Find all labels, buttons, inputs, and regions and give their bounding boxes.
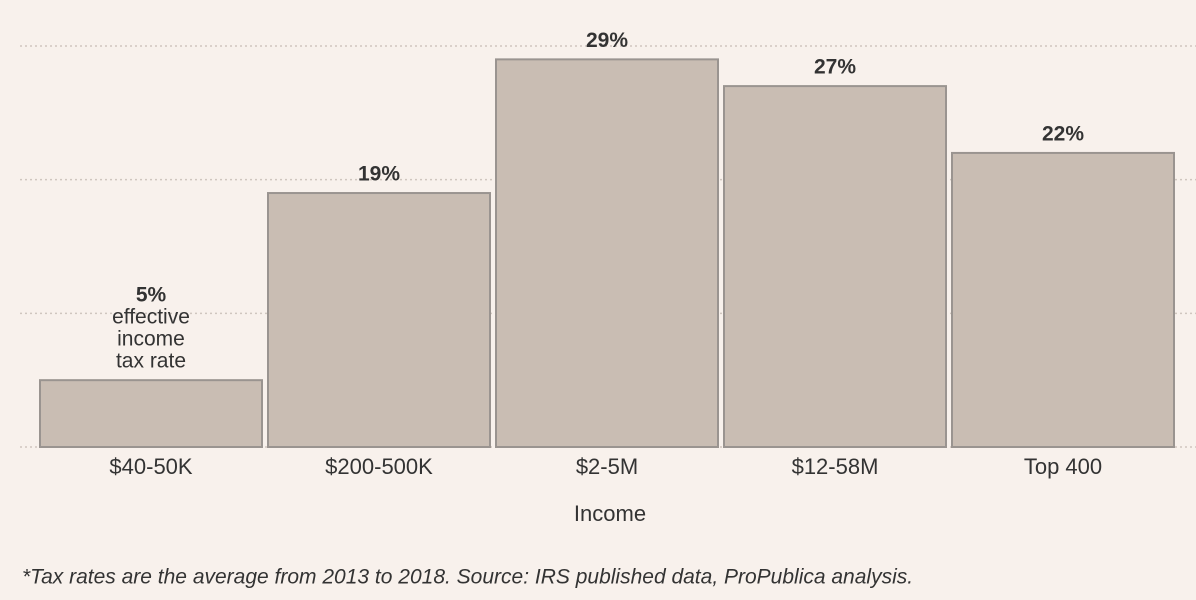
bar: [723, 85, 947, 448]
annotation: tax rate: [116, 350, 186, 373]
x-tick-label: $12-58M: [792, 454, 879, 479]
bar: [267, 192, 491, 448]
value-label: 22%: [1042, 122, 1084, 145]
footnote: *Tax rates are the average from 2013 to …: [22, 566, 913, 589]
bar: [495, 58, 719, 448]
annotation: effective: [112, 306, 190, 329]
x-axis-label: Income: [574, 501, 646, 526]
x-tick-label: $200-500K: [325, 454, 433, 479]
value-label: 5%: [136, 284, 167, 307]
x-tick-label: $2-5M: [576, 454, 638, 479]
value-label: 27%: [814, 56, 856, 79]
bar: [951, 151, 1175, 449]
bar: [39, 379, 263, 448]
value-label: 19%: [358, 163, 400, 186]
value-label: 29%: [586, 29, 628, 52]
x-tick-label: Top 400: [1024, 454, 1102, 479]
x-tick-label: $40-50K: [109, 454, 193, 479]
annotation: income: [117, 328, 185, 351]
